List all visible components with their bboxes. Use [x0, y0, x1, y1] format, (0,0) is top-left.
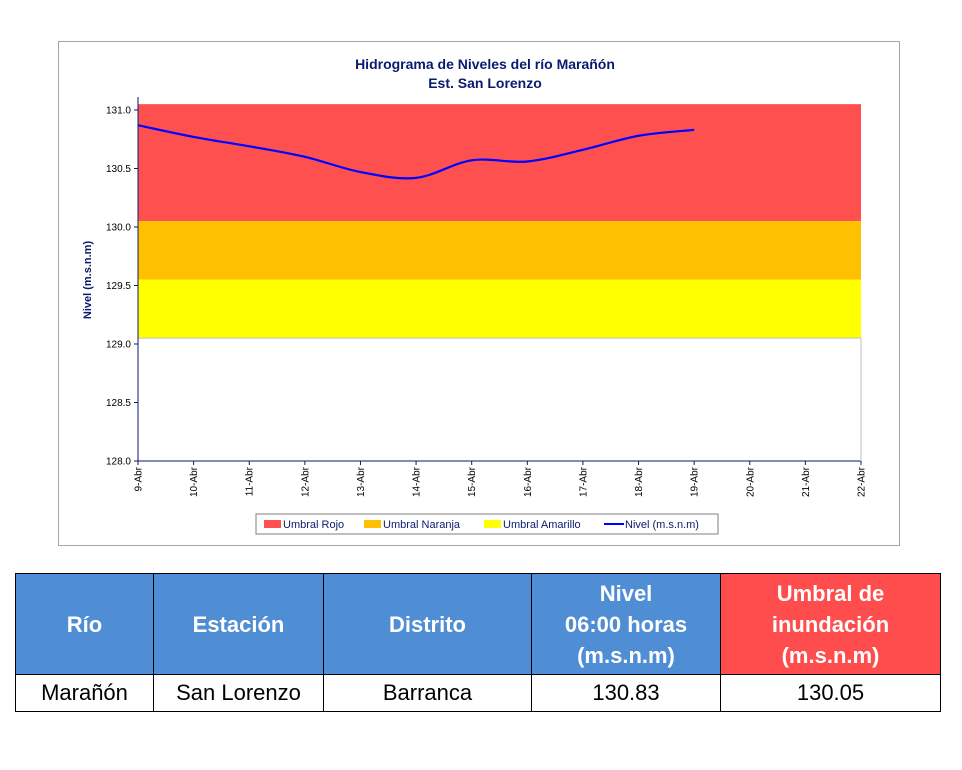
header-nivel-line: 06:00 horas — [564, 611, 688, 637]
station-info-table: Río Estación Distrito Nivel 06:00 horas … — [15, 573, 941, 712]
cell-nivel: 130.83 — [531, 674, 721, 712]
x-tick-label: 19-Abr — [690, 466, 701, 497]
legend-swatch-0 — [264, 520, 281, 528]
cell-distrito: Barranca — [323, 674, 532, 712]
x-tick-label: 12-Abr — [300, 466, 311, 497]
table-header-row: Río Estación Distrito Nivel 06:00 horas … — [15, 573, 941, 675]
header-umbral: Umbral de inundación (m.s.n.m) — [720, 573, 941, 675]
table-row: Marañón San Lorenzo Barranca 130.83 130.… — [15, 674, 941, 712]
chart-frame: Hidrograma de Niveles del río Marañón Es… — [58, 41, 900, 546]
header-umbral-line: Umbral de — [776, 580, 885, 606]
legend-swatch-2 — [484, 520, 501, 528]
header-umbral-line: (m.s.n.m) — [781, 642, 880, 668]
threshold-bands — [138, 104, 861, 339]
x-tick-label: 20-Abr — [745, 466, 756, 497]
x-tick-label: 11-Abr — [245, 466, 256, 496]
y-tick-label: 130.5 — [106, 164, 131, 175]
y-tick-label: 129.0 — [106, 340, 131, 351]
x-tick-label: 16-Abr — [523, 466, 534, 497]
y-tick-label: 128.5 — [106, 398, 131, 409]
x-tick-label: 15-Abr — [467, 466, 478, 497]
cell-umbral: 130.05 — [720, 674, 941, 712]
legend-label-1: Umbral Naranja — [383, 519, 461, 531]
x-tick-label: 9-Abr — [134, 466, 145, 491]
header-umbral-line: inundación — [771, 611, 890, 637]
threshold-band-2 — [138, 279, 861, 339]
header-nivel: Nivel 06:00 horas (m.s.n.m) — [531, 573, 721, 675]
legend-swatch-1 — [364, 520, 381, 528]
legend-label-0: Umbral Rojo — [283, 519, 344, 531]
x-tick-label: 18-Abr — [634, 466, 645, 497]
x-tick-label: 21-Abr — [801, 466, 812, 497]
y-tick-labels: 131.0 130.5 130.0 129.5 129.0 128.5 128.0 — [106, 106, 131, 468]
header-estacion: Estación — [153, 573, 324, 675]
y-tick-label: 129.5 — [106, 281, 131, 292]
chart-subtitle: Est. San Lorenzo — [428, 75, 542, 91]
y-axis-label: Nivel (m.s.n.m) — [82, 241, 94, 320]
hydrograph-chart: Hidrograma de Niveles del río Marañón Es… — [82, 56, 868, 535]
y-tick-label: 130.0 — [106, 223, 131, 234]
x-tick-label: 17-Abr — [578, 466, 589, 497]
series-lines — [137, 124, 695, 180]
header-nivel-line: Nivel — [599, 580, 653, 606]
header-rio: Río — [15, 573, 154, 675]
legend-label-2: Umbral Amarillo — [503, 519, 581, 531]
legend-label-3: Nivel (m.s.n.m) — [625, 519, 699, 531]
legend: Umbral Rojo Umbral Naranja Umbral Amarillo… — [255, 513, 719, 535]
header-nivel-line: (m.s.n.m) — [577, 642, 675, 668]
threshold-band-1 — [138, 221, 861, 280]
x-tick-labels: 9-Abr 10-Abr 11-Abr 12-Abr 13-Abr 14-Abr 15-Ab… — [134, 466, 868, 497]
cell-rio: Marañón — [15, 674, 154, 712]
x-tick-label: 13-Abr — [356, 466, 367, 497]
y-tick-label: 128.0 — [106, 457, 131, 468]
header-distrito: Distrito — [323, 573, 532, 675]
y-tick-label: 131.0 — [106, 106, 131, 117]
chart-title: Hidrograma de Niveles del río Marañón — [355, 56, 615, 72]
axes — [134, 97, 862, 465]
x-tick-label: 10-Abr — [189, 466, 200, 497]
cell-estacion: San Lorenzo — [153, 674, 324, 712]
threshold-band-0 — [138, 104, 861, 222]
x-tick-label: 22-Abr — [857, 466, 868, 497]
series-line-0 — [137, 124, 695, 180]
x-tick-label: 14-Abr — [412, 466, 423, 497]
